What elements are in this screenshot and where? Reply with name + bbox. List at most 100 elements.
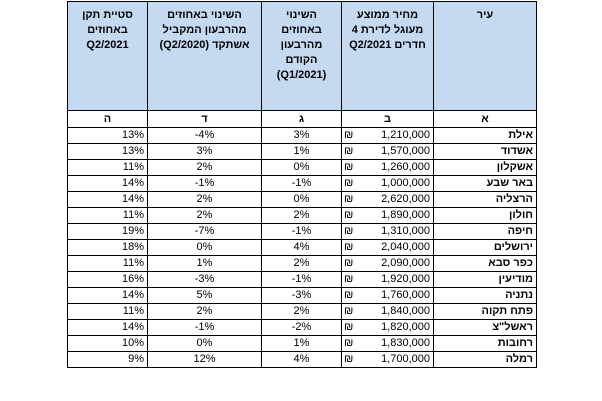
shekel-symbol: ₪ <box>341 335 362 352</box>
yoy-change-cell: -1% <box>147 319 262 336</box>
table-row: 14% -1% -2% ₪ 1,820,000 ראשל"צ <box>67 319 537 336</box>
std-dev-cell: 14% <box>67 175 148 192</box>
table-row: 14% 5% -3% ₪ 1,760,000 נתניה <box>67 287 537 304</box>
price-cell: 1,890,000 <box>361 207 434 224</box>
letter-a: א <box>433 110 537 128</box>
housing-price-table: סטיית תקן באחוזים Q2/2021 השינוי באחוזים… <box>67 1 537 368</box>
price-cell: 2,040,000 <box>361 239 434 256</box>
column-letter-row: ה ד ג ב א <box>67 110 537 128</box>
price-cell: 2,620,000 <box>361 191 434 208</box>
shekel-symbol: ₪ <box>341 351 362 368</box>
shekel-symbol: ₪ <box>341 303 362 320</box>
yoy-change-cell: -1% <box>147 175 262 192</box>
city-cell: פתח תקוה <box>433 303 537 320</box>
table-row: 11% 2% 2% ₪ 1,840,000 פתח תקוה <box>67 303 537 320</box>
qoq-change-cell: -2% <box>261 319 342 336</box>
table-row: 11% 2% 2% ₪ 1,890,000 חולון <box>67 207 537 224</box>
price-cell: 1,830,000 <box>361 335 434 352</box>
price-cell: 1,260,000 <box>361 159 434 176</box>
price-cell: 1,700,000 <box>361 351 434 368</box>
std-dev-cell: 14% <box>67 319 148 336</box>
price-cell: 1,820,000 <box>361 319 434 336</box>
qoq-change-cell: 0% <box>261 191 342 208</box>
yoy-change-cell: 12% <box>147 351 262 368</box>
yoy-change-cell: 0% <box>147 335 262 352</box>
std-dev-cell: 9% <box>67 351 148 368</box>
table-row: 16% -3% -1% ₪ 1,920,000 מודיעין <box>67 271 537 288</box>
header-yoy-change: השינוי באחוזים מהרבעון המקביל אשתקד (Q2/… <box>147 1 262 111</box>
qoq-change-cell: 4% <box>261 351 342 368</box>
city-cell: כפר סבא <box>433 255 537 272</box>
qoq-change-cell: -1% <box>261 271 342 288</box>
qoq-change-cell: 2% <box>261 207 342 224</box>
city-cell: חולון <box>433 207 537 224</box>
table-row: 19% -7% -1% ₪ 1,310,000 חיפה <box>67 223 537 240</box>
price-cell: 1,000,000 <box>361 175 434 192</box>
qoq-change-cell: 4% <box>261 239 342 256</box>
city-cell: חיפה <box>433 223 537 240</box>
yoy-change-cell: 3% <box>147 143 262 160</box>
yoy-change-cell: 1% <box>147 255 262 272</box>
city-cell: הרצליה <box>433 191 537 208</box>
price-cell: 1,570,000 <box>361 143 434 160</box>
yoy-change-cell: -7% <box>147 223 262 240</box>
header-avg-price: מחיר ממוצע מעוגל לדירת 4 חדרים Q2/2021 <box>341 1 434 111</box>
city-cell: ראשל"צ <box>433 319 537 336</box>
std-dev-cell: 13% <box>67 127 148 144</box>
city-cell: רמלה <box>433 351 537 368</box>
price-cell: 1,840,000 <box>361 303 434 320</box>
price-cell: 2,090,000 <box>361 255 434 272</box>
table-row: 10% 0% 1% ₪ 1,830,000 רחובות <box>67 335 537 352</box>
header-row: סטיית תקן באחוזים Q2/2021 השינוי באחוזים… <box>67 1 537 111</box>
letter-e: ה <box>67 110 148 128</box>
yoy-change-cell: -4% <box>147 127 262 144</box>
std-dev-cell: 19% <box>67 223 148 240</box>
price-cell: 1,310,000 <box>361 223 434 240</box>
std-dev-cell: 18% <box>67 239 148 256</box>
qoq-change-cell: 2% <box>261 255 342 272</box>
table-row: 13% 3% 1% ₪ 1,570,000 אשדוד <box>67 143 537 160</box>
yoy-change-cell: 0% <box>147 239 262 256</box>
shekel-symbol: ₪ <box>341 175 362 192</box>
city-cell: מודיעין <box>433 271 537 288</box>
price-cell: 1,760,000 <box>361 287 434 304</box>
city-cell: רחובות <box>433 335 537 352</box>
header-std-dev: סטיית תקן באחוזים Q2/2021 <box>67 1 148 111</box>
qoq-change-cell: 2% <box>261 303 342 320</box>
table-row: 11% 1% 2% ₪ 2,090,000 כפר סבא <box>67 255 537 272</box>
qoq-change-cell: 1% <box>261 143 342 160</box>
table-row: 18% 0% 4% ₪ 2,040,000 ירושלים <box>67 239 537 256</box>
letter-d: ד <box>147 110 262 128</box>
table-row: 14% -1% -1% ₪ 1,000,000 באר שבע <box>67 175 537 192</box>
shekel-symbol: ₪ <box>341 223 362 240</box>
qoq-change-cell: 3% <box>261 127 342 144</box>
shekel-symbol: ₪ <box>341 127 362 144</box>
price-cell: 1,920,000 <box>361 271 434 288</box>
header-city: עיר <box>433 1 537 111</box>
std-dev-cell: 11% <box>67 159 148 176</box>
qoq-change-cell: 1% <box>261 335 342 352</box>
city-cell: באר שבע <box>433 175 537 192</box>
shekel-symbol: ₪ <box>341 239 362 256</box>
yoy-change-cell: 2% <box>147 191 262 208</box>
city-cell: אילת <box>433 127 537 144</box>
yoy-change-cell: 2% <box>147 303 262 320</box>
shekel-symbol: ₪ <box>341 191 362 208</box>
letter-b: ב <box>341 110 434 128</box>
yoy-change-cell: 2% <box>147 207 262 224</box>
yoy-change-cell: 2% <box>147 159 262 176</box>
price-cell: 1,210,000 <box>361 127 434 144</box>
shekel-symbol: ₪ <box>341 271 362 288</box>
qoq-change-cell: -3% <box>261 287 342 304</box>
std-dev-cell: 11% <box>67 303 148 320</box>
std-dev-cell: 14% <box>67 287 148 304</box>
city-cell: ירושלים <box>433 239 537 256</box>
qoq-change-cell: -1% <box>261 175 342 192</box>
shekel-symbol: ₪ <box>341 319 362 336</box>
std-dev-cell: 11% <box>67 207 148 224</box>
shekel-symbol: ₪ <box>341 287 362 304</box>
city-cell: נתניה <box>433 287 537 304</box>
table-row: 11% 2% 0% ₪ 1,260,000 אשקלון <box>67 159 537 176</box>
std-dev-cell: 11% <box>67 255 148 272</box>
